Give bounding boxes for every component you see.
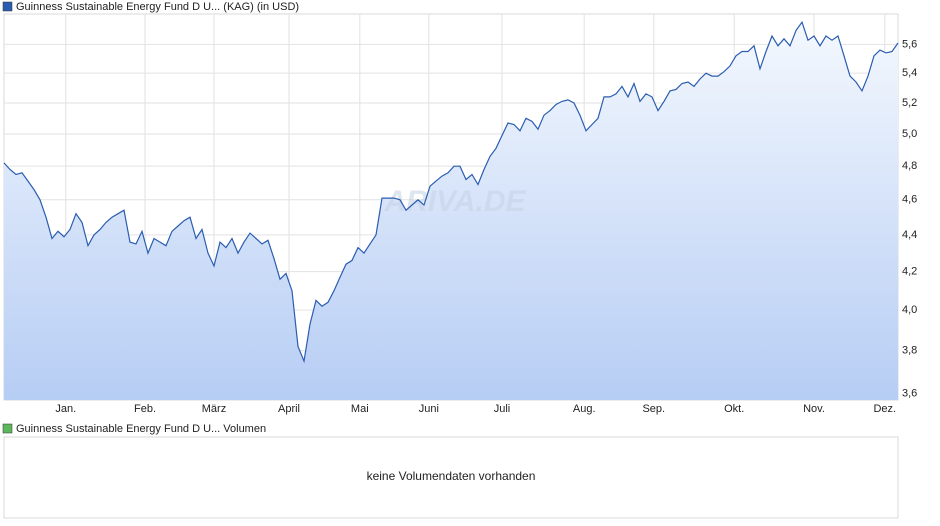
x-tick-label: Juni — [419, 403, 439, 415]
x-tick-label: Dez. — [873, 403, 896, 415]
x-tick-label: Feb. — [134, 403, 156, 415]
y-tick-label: 5,0 — [902, 128, 917, 140]
y-tick-label: 4,0 — [902, 304, 917, 316]
y-tick-label: 4,2 — [902, 266, 917, 278]
y-tick-label: 4,4 — [902, 229, 917, 241]
y-tick-label: 3,8 — [902, 345, 917, 357]
volume-message: keine Volumendaten vorhanden — [367, 469, 536, 483]
x-tick-label: Sep. — [642, 403, 665, 415]
y-tick-label: 5,2 — [902, 97, 917, 109]
legend-label: Guinness Sustainable Energy Fund D U... … — [16, 423, 266, 435]
y-tick-label: 4,8 — [902, 160, 917, 172]
y-tick-label: 4,6 — [902, 194, 917, 206]
y-tick-label: 5,6 — [902, 38, 917, 50]
legend-swatch — [2, 1, 13, 12]
x-tick-label: Okt. — [724, 403, 744, 415]
x-tick-label: März — [202, 403, 226, 415]
x-tick-label: Jan. — [55, 403, 76, 415]
watermark: ARIVA.DE — [383, 185, 526, 218]
x-tick-label: Mai — [351, 403, 369, 415]
x-tick-label: Nov. — [803, 403, 825, 415]
legend-swatch — [2, 423, 13, 434]
x-tick-label: Juli — [494, 403, 511, 415]
volume-frame — [3, 436, 899, 519]
y-tick-label: 3,6 — [902, 387, 917, 399]
legend-label: Guinness Sustainable Energy Fund D U... … — [16, 1, 299, 13]
y-tick-label: 5,4 — [902, 67, 917, 79]
area — [4, 22, 898, 400]
x-tick-label: Aug. — [573, 403, 596, 415]
line — [3, 20, 899, 364]
x-tick-label: April — [278, 403, 300, 415]
